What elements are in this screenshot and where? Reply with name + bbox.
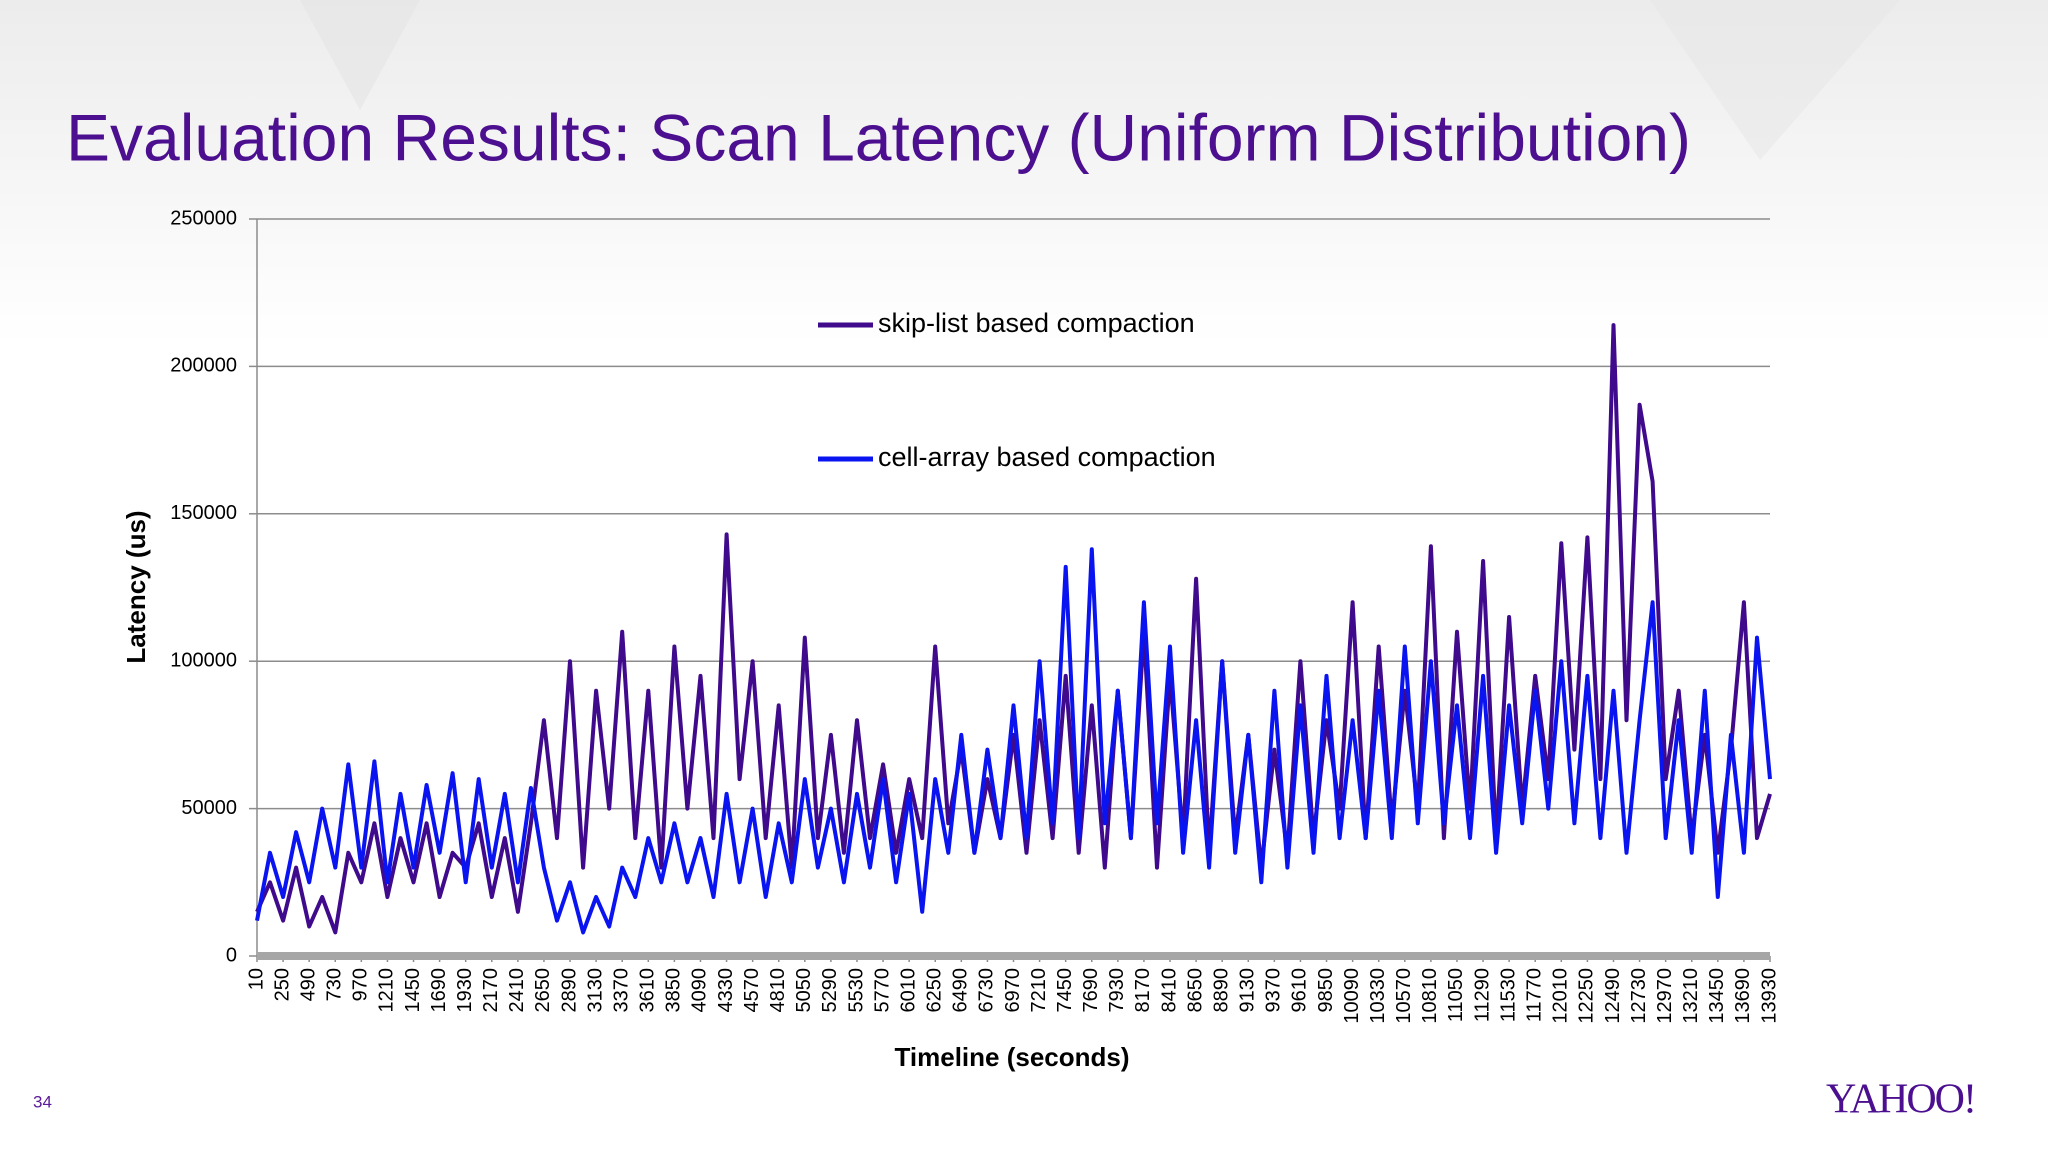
page-number: 34 bbox=[33, 1092, 52, 1111]
y-tick-label: 50000 bbox=[181, 797, 237, 819]
x-tick-label: 4570 bbox=[741, 968, 763, 1013]
logo: YAHOO! bbox=[1826, 1077, 1975, 1123]
x-tick-label: 10 bbox=[245, 968, 267, 990]
x-tick-label: 13690 bbox=[1732, 968, 1754, 1024]
y-tick-label: 100000 bbox=[170, 649, 237, 671]
x-tick-label: 11290 bbox=[1471, 968, 1493, 1022]
x-tick-label: 7690 bbox=[1080, 968, 1102, 1013]
x-tick-label: 9370 bbox=[1263, 968, 1285, 1013]
x-tick-label: 8650 bbox=[1184, 968, 1206, 1013]
x-tick-label: 11050 bbox=[1445, 968, 1467, 1022]
x-tick-label: 3610 bbox=[637, 968, 659, 1013]
legend-label: skip-list based compaction bbox=[878, 308, 1195, 338]
x-tick-label: 7450 bbox=[1054, 968, 1076, 1013]
y-tick-label: 0 bbox=[226, 944, 237, 966]
x-tick-label: 250 bbox=[271, 968, 293, 1001]
x-tick-label: 6730 bbox=[976, 968, 998, 1013]
x-tick-label: 6250 bbox=[924, 968, 946, 1013]
x-tick-label: 13450 bbox=[1706, 968, 1728, 1024]
x-tick-label: 10810 bbox=[1419, 968, 1441, 1024]
x-tick-label: 1210 bbox=[376, 968, 398, 1013]
chart-title: Evaluation Results: Scan Latency (Unifor… bbox=[66, 100, 1691, 174]
x-tick-label: 5290 bbox=[819, 968, 841, 1013]
x-tick-label: 730 bbox=[324, 968, 346, 1001]
x-tick-label: 10570 bbox=[1393, 968, 1415, 1024]
x-tick-label: 7210 bbox=[1028, 968, 1050, 1013]
x-tick-label: 970 bbox=[350, 968, 372, 1001]
x-tick-label: 3370 bbox=[610, 968, 632, 1013]
x-tick-label: 12250 bbox=[1576, 968, 1598, 1024]
x-tick-label: 4090 bbox=[689, 968, 711, 1013]
x-tick-label: 6970 bbox=[1002, 968, 1024, 1013]
x-tick-label: 2170 bbox=[480, 968, 502, 1013]
x-tick-label: 1690 bbox=[428, 968, 450, 1013]
x-tick-label: 9130 bbox=[1237, 968, 1259, 1013]
x-tick-label: 2410 bbox=[506, 968, 528, 1013]
series-line bbox=[255, 323, 1772, 935]
background-shape bbox=[1650, 0, 1900, 160]
x-tick-label: 12490 bbox=[1602, 968, 1624, 1024]
x-axis-label: Timeline (seconds) bbox=[894, 1042, 1129, 1072]
x-tick-label: 13210 bbox=[1680, 968, 1702, 1024]
background-shape bbox=[300, 0, 420, 110]
x-tick-label: 8890 bbox=[1210, 968, 1232, 1013]
x-tick-label: 3130 bbox=[584, 968, 606, 1013]
x-tick-label: 10330 bbox=[1367, 968, 1389, 1024]
legend-label: cell-array based compaction bbox=[878, 442, 1216, 472]
x-tick-label: 11530 bbox=[1497, 968, 1519, 1022]
y-tick-label: 150000 bbox=[170, 502, 237, 524]
x-tick-label: 12730 bbox=[1628, 968, 1650, 1024]
x-tick-label: 4330 bbox=[715, 968, 737, 1013]
x-tick-label: 12010 bbox=[1550, 968, 1572, 1024]
series-line bbox=[255, 547, 1772, 935]
x-tick-label: 11770 bbox=[1524, 968, 1546, 1022]
x-tick-label: 8410 bbox=[1158, 968, 1180, 1013]
x-tick-label: 3850 bbox=[663, 968, 685, 1013]
x-tick-label: 2890 bbox=[558, 968, 580, 1013]
x-tick-label: 1450 bbox=[402, 968, 424, 1013]
x-tick-label: 8170 bbox=[1132, 968, 1154, 1013]
y-tick-label: 200000 bbox=[170, 355, 237, 377]
x-tick-label: 5050 bbox=[793, 968, 815, 1013]
x-tick-label: 6490 bbox=[950, 968, 972, 1013]
x-tick-label: 490 bbox=[297, 968, 319, 1001]
x-tick-label: 1930 bbox=[454, 968, 476, 1013]
x-tick-label: 9850 bbox=[1315, 968, 1337, 1013]
x-tick-label: 13930 bbox=[1758, 968, 1780, 1024]
x-tick-label: 10090 bbox=[1341, 968, 1363, 1024]
x-tick-label: 9610 bbox=[1289, 968, 1311, 1013]
x-tick-label: 7930 bbox=[1106, 968, 1128, 1013]
y-tick-label: 250000 bbox=[170, 207, 237, 229]
x-tick-label: 5530 bbox=[845, 968, 867, 1013]
x-axis bbox=[257, 952, 1770, 960]
x-tick-label: 5770 bbox=[871, 968, 893, 1013]
x-tick-label: 6010 bbox=[897, 968, 919, 1013]
x-tick-label: 12970 bbox=[1654, 968, 1676, 1024]
x-tick-label: 4810 bbox=[767, 968, 789, 1013]
x-tick-label: 2650 bbox=[532, 968, 554, 1013]
y-axis-label: Latency (us) bbox=[121, 510, 151, 663]
